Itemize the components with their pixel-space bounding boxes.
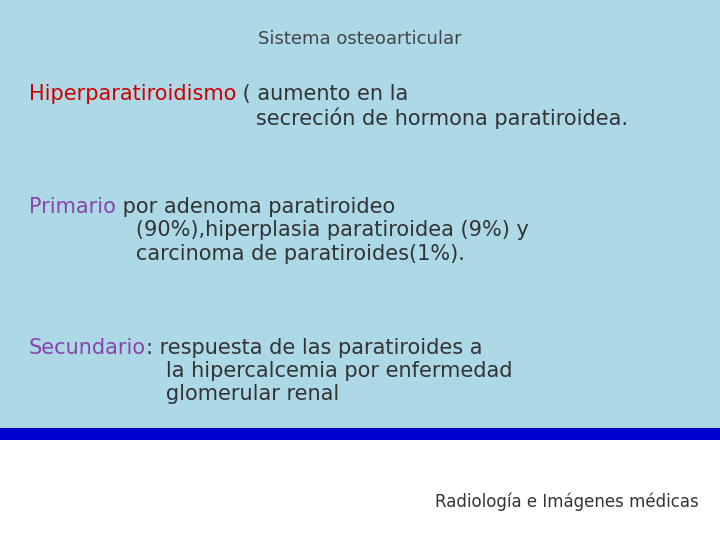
Text: : respuesta de las paratiroides a
   la hipercalcemia por enfermedad
   glomerul: : respuesta de las paratiroides a la hip…	[146, 338, 513, 404]
Text: Sistema osteoarticular: Sistema osteoarticular	[258, 30, 462, 48]
Text: Primario: Primario	[29, 197, 116, 217]
Text: Hiperparatiroidismo: Hiperparatiroidismo	[29, 84, 236, 104]
Text: Secundario: Secundario	[29, 338, 146, 357]
Text: Radiología e Imágenes médicas: Radiología e Imágenes médicas	[435, 493, 698, 511]
Bar	[0, 428, 720, 440]
Bar	[0, 0, 720, 437]
Text: por adenoma paratiroideo
   (90%),hiperplasia paratiroidea (9%) y
   carcinoma d: por adenoma paratiroideo (90%),hiperplas…	[116, 197, 528, 264]
Text: ( aumento en la
   secreción de hormona paratiroidea.: ( aumento en la secreción de hormona par…	[236, 84, 628, 129]
